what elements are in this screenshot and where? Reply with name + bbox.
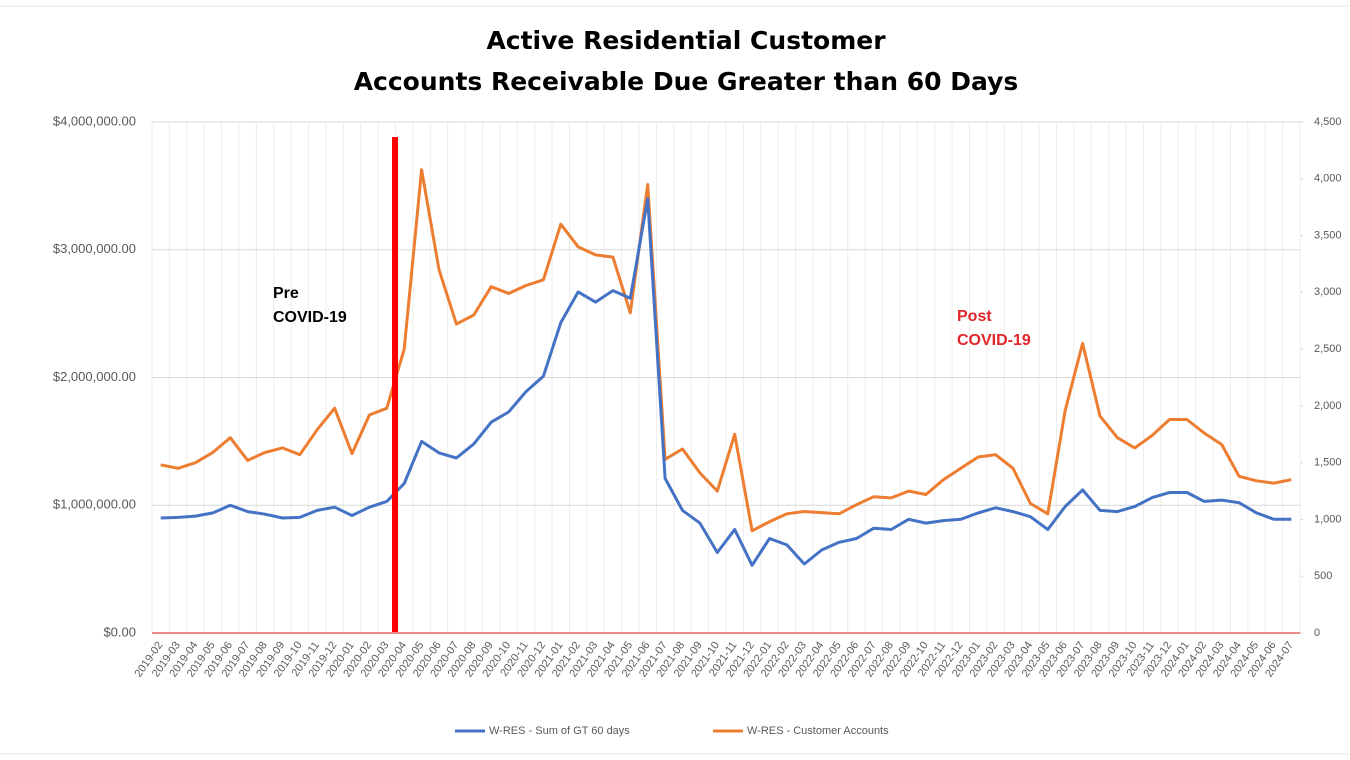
y-tick-label: $4,000,000.00 (53, 113, 136, 128)
y2-tick-label: 0 (1314, 627, 1320, 639)
y-tick-label: $1,000,000.00 (53, 497, 136, 512)
series-line (160, 197, 1292, 567)
y2-tick-label: 3,000 (1314, 286, 1342, 298)
annotation: Pre (273, 285, 299, 302)
legend-label: W-RES - Customer Accounts (747, 725, 889, 737)
y2-tick-label: 500 (1314, 570, 1332, 582)
series-line (160, 168, 1292, 533)
plot (160, 168, 1292, 567)
grid (151, 121, 1303, 634)
y2-tick-label: 3,500 (1314, 229, 1342, 241)
y2-tick-label: 1,000 (1314, 513, 1342, 525)
y2-tick-label: 4,000 (1314, 173, 1342, 185)
y2-tick-label: 1,500 (1314, 457, 1342, 469)
chart-title: Accounts Receivable Due Greater than 60 … (354, 67, 1019, 96)
legend-label: W-RES - Sum of GT 60 days (489, 725, 630, 737)
annotation: COVID-19 (273, 309, 347, 326)
y2-tick-label: 2,000 (1314, 400, 1342, 412)
y-tick-label: $0.00 (103, 624, 136, 639)
y2-tick-label: 2,500 (1314, 343, 1342, 355)
annotation: COVID-19 (957, 332, 1031, 349)
y-tick-label: $2,000,000.00 (53, 369, 136, 384)
y-tick-label: $3,000,000.00 (53, 241, 136, 256)
annotation: Post (957, 308, 992, 325)
y2-tick-label: 4,500 (1314, 116, 1342, 128)
chart-title: Active Residential Customer (486, 26, 886, 55)
